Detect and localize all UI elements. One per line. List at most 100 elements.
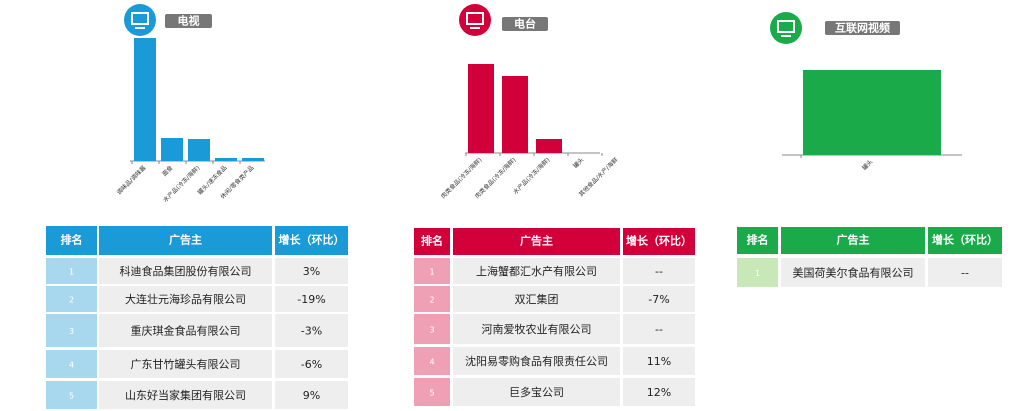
bar [215,158,237,161]
x-tick-label: 面食 [160,164,174,178]
table-cell [46,258,97,284]
bar [502,76,528,153]
icon-screen [466,12,484,25]
icon [459,4,491,36]
table-text: -- [655,323,663,336]
title-box [502,17,548,31]
rank: 4 [69,361,74,370]
table-cell [414,258,450,284]
rank: 1 [429,268,434,277]
table-cell [46,381,97,409]
table-header-cell [781,227,925,254]
table-text: 科迪食品集团股份有限公司 [120,264,252,278]
table-cell [414,378,450,406]
rank: 3 [429,326,434,335]
table-cell [737,258,778,287]
table-cell [453,347,620,375]
bar [134,38,156,161]
table-cell [623,258,695,284]
table-header: 增长（环比） [279,233,345,247]
bar [242,158,264,161]
rank: 2 [69,296,74,305]
table-cell [46,286,97,312]
rank: 1 [69,268,74,277]
table-cell [623,314,695,344]
table-text: 大连壮元海珍品有限公司 [125,292,246,306]
table-text: -- [961,267,969,280]
table-cell [928,258,1002,287]
table-text: 沈阳易零购食品有限责任公司 [465,354,608,368]
bar [468,64,494,153]
table-text: 美国荷美尔食品有限公司 [793,266,914,280]
bar [161,138,183,161]
table-cell [453,314,620,344]
table-header-cell [623,228,695,255]
x-tick-label: 罐头 [860,158,874,172]
table-text: -6% [301,358,322,371]
table-text: -- [655,265,663,278]
table-text: 3% [303,265,320,278]
table-cell [99,258,272,284]
table-header-cell [99,226,272,255]
chart-title: 互联网视频 [835,21,890,35]
table-cell [275,350,348,378]
rank: 1 [755,269,760,278]
x-tick-label: 水产品(冷冻/海鲜) [511,156,551,196]
icon-screen [131,12,149,25]
table-cell [46,314,97,347]
table-cell [414,347,450,375]
table-header-cell [928,227,1002,254]
rank: 3 [69,327,74,336]
icon [124,4,156,36]
table-header: 增长（环比） [626,234,692,248]
rank: 4 [429,358,434,367]
icon [770,12,802,44]
bar [188,139,210,161]
icon-screen [777,20,795,33]
table-text: 双汇集团 [515,292,559,306]
rank: 2 [429,296,434,305]
table-cell [99,350,272,378]
chart-title: 电台 [514,17,536,31]
chart-title: 电视 [178,14,200,28]
table-cell [99,314,272,347]
table-cell [46,350,97,378]
table-cell [99,381,272,409]
table-text: -7% [648,293,669,306]
x-tick-label: 调味品/调味酱 [115,164,148,197]
table-text: 9% [303,389,320,402]
table-cell [275,381,348,409]
table-text: 12% [647,386,671,399]
table-text: 上海蟹都汇水产有限公司 [476,264,597,278]
table-header: 广告主 [169,233,202,247]
table-header-cell [414,228,450,255]
table-header: 排名 [421,234,443,248]
table-text: 巨多宝公司 [509,385,564,399]
table-cell [623,378,695,406]
table-cell [453,286,620,312]
table-cell [414,286,450,312]
table-text: 河南爱牧农业有限公司 [482,322,592,336]
bar [536,139,562,153]
table-cell [623,347,695,375]
table-cell [275,286,348,312]
bar [803,70,941,155]
table-header-cell [275,226,348,255]
table-header: 广告主 [837,233,870,247]
table-cell [414,314,450,344]
table-header-cell [453,228,620,255]
table-cell [781,258,925,287]
title-box [165,14,212,28]
table-cell [99,286,272,312]
table-text: -19% [297,293,325,306]
table-header: 排名 [747,233,769,247]
table-cell [275,258,348,284]
table-text: 山东好当家集团有限公司 [125,388,246,402]
rank: 5 [69,392,74,401]
rank: 5 [429,389,434,398]
table-text: 重庆琪金食品有限公司 [131,324,241,338]
table-header: 广告主 [520,234,553,248]
title-box [825,21,900,35]
table-cell [623,286,695,312]
